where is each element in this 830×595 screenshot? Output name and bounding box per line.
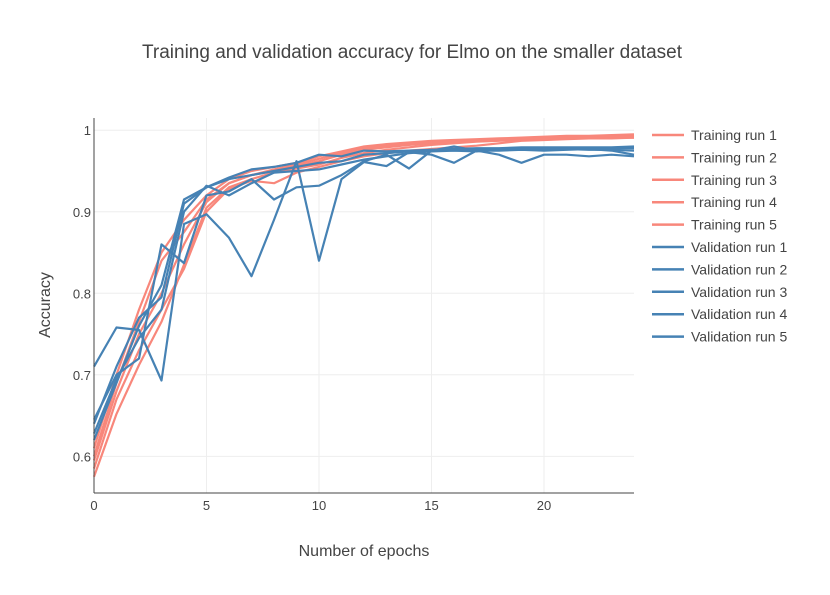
series-line-validation-run-2	[93, 145, 635, 421]
legend-item-training-run-4[interactable]: Training run 4	[652, 194, 777, 210]
series-line-training-run-5	[92, 135, 634, 457]
legend-item-training-run-1[interactable]: Training run 1	[652, 127, 777, 143]
y-axis-label: Accuracy	[37, 272, 54, 338]
series-line-training-run-4	[92, 136, 635, 469]
x-tick-label: 10	[312, 498, 326, 513]
legend-item-validation-run-3[interactable]: Validation run 3	[652, 284, 787, 300]
legend-item-training-run-5[interactable]: Training run 5	[652, 217, 777, 233]
x-tick-label: 0	[90, 498, 97, 513]
legend-item-validation-run-2[interactable]: Validation run 2	[652, 261, 787, 277]
series-line-validation-run-4	[92, 145, 635, 425]
x-tick-label: 5	[203, 498, 210, 513]
legend-label: Validation run 5	[691, 329, 787, 345]
y-axis-ticks: 0.6 0.7 0.8 0.9 1	[73, 123, 91, 464]
y-tick-label: 0.6	[73, 449, 91, 464]
x-tick-label: 15	[424, 498, 438, 513]
legend-label: Training run 4	[691, 194, 777, 210]
legend-item-validation-run-1[interactable]: Validation run 1	[652, 239, 787, 255]
y-tick-label: 0.9	[73, 205, 91, 220]
x-tick-label: 20	[537, 498, 551, 513]
y-tick-label: 0.7	[73, 368, 91, 383]
y-tick-label: 0.8	[73, 286, 91, 301]
legend-label: Validation run 2	[691, 261, 787, 277]
series-line-training-run-3	[92, 133, 635, 449]
legend-label: Training run 2	[691, 149, 777, 165]
legend-item-training-run-2[interactable]: Training run 2	[652, 149, 777, 165]
chart-title: Training and validation accuracy for Elm…	[142, 42, 683, 63]
legend-label: Training run 1	[691, 127, 777, 143]
series-line-validation-run-5	[92, 147, 634, 434]
series-lines	[92, 133, 635, 478]
legend-label: Validation run 4	[691, 306, 787, 322]
series-line-training-run-2	[92, 134, 635, 461]
legend-item-validation-run-5[interactable]: Validation run 5	[652, 329, 787, 345]
legend-label: Training run 3	[691, 172, 777, 188]
legend-item-validation-run-4[interactable]: Validation run 4	[652, 306, 787, 322]
legend[interactable]: Training run 1 Training run 2 Training run…	[652, 127, 787, 345]
y-tick-label: 1	[84, 123, 91, 138]
legend-label: Validation run 3	[691, 284, 787, 300]
x-axis-label: Number of epochs	[299, 543, 430, 560]
legend-item-training-run-3[interactable]: Training run 3	[652, 172, 777, 188]
series-line-training-run-1	[92, 136, 634, 478]
x-axis-ticks: 0 5 10 15 20	[90, 498, 551, 513]
legend-label: Validation run 1	[691, 239, 787, 255]
legend-label: Training run 5	[691, 217, 777, 233]
grid	[94, 118, 634, 493]
